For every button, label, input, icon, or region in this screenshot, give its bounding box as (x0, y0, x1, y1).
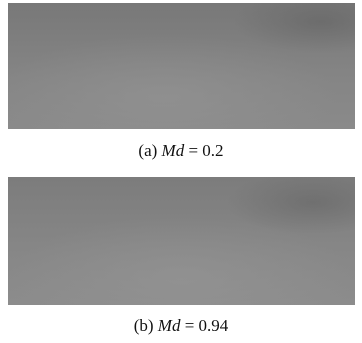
panel-image (8, 3, 355, 129)
caption-value: = 0.2 (188, 141, 223, 160)
caption-symbol: Md (158, 316, 181, 335)
image-shade (8, 177, 355, 305)
image-shade (8, 3, 355, 129)
caption-label: (b) (134, 316, 154, 335)
caption: (b) Md = 0.94 (0, 316, 362, 336)
panel-image (8, 177, 355, 305)
caption: (a) Md = 0.2 (0, 141, 362, 161)
figure: (a) Md = 0.2 (b) Md = 0.94 (() => (0, 0, 362, 343)
caption-value: = 0.94 (185, 316, 229, 335)
caption-label: (a) (138, 141, 157, 160)
caption-symbol: Md (162, 141, 185, 160)
